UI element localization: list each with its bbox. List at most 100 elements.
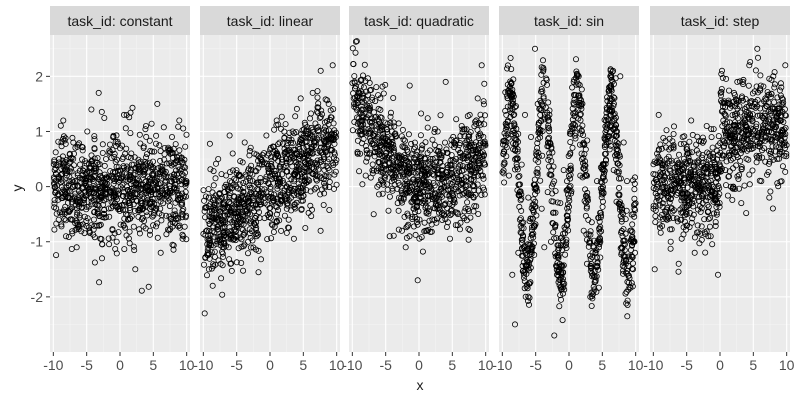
data-point [654,180,661,187]
data-point [351,73,358,80]
data-point [136,206,143,213]
data-point [302,134,309,141]
data-point [739,144,746,151]
data-point [378,178,385,185]
data-point [253,201,260,208]
data-point [157,249,164,256]
data-point [771,84,778,91]
data-point [174,189,181,196]
data-point [366,103,373,110]
data-point [696,203,703,210]
data-point [331,140,338,147]
data-point [461,208,468,215]
data-point [530,230,537,237]
data-point [285,216,292,223]
data-point [464,137,471,144]
data-point [726,149,733,156]
panel-strip-label: task_id: constant [67,13,172,29]
data-point [253,233,260,240]
data-point [467,129,474,136]
data-point [554,259,561,266]
data-point [596,241,603,248]
data-point [168,178,175,185]
data-point [208,265,215,272]
data-point [306,115,313,122]
data-point [414,176,421,183]
data-point [411,139,418,146]
data-point [577,141,584,148]
data-point [180,233,187,240]
data-point [290,155,297,162]
data-point [702,249,709,256]
data-point [390,95,397,102]
data-point [768,90,775,97]
data-point [51,184,58,191]
data-point [99,149,106,156]
data-point [620,139,627,146]
data-point [272,147,279,154]
data-point [302,121,309,128]
data-point [61,163,68,170]
data-point [200,230,207,237]
data-point [780,119,787,126]
data-point [546,125,553,132]
data-point [549,219,556,226]
data-point [271,126,278,133]
data-point [235,209,242,216]
data-point [504,131,511,138]
data-point [708,134,715,141]
data-point [205,237,212,244]
data-point [414,277,421,284]
data-point [356,168,363,175]
data-point [504,62,511,69]
data-point [82,192,89,199]
data-point [388,134,395,141]
data-point [584,137,591,144]
data-point [704,201,711,208]
data-point [564,205,571,212]
data-point [268,157,275,164]
data-point [267,144,274,151]
data-point [587,228,594,235]
data-point [671,172,678,179]
data-point [140,171,147,178]
data-point [459,191,466,198]
data-point [607,129,614,136]
data-point [307,202,314,209]
data-point [578,128,585,135]
data-point [320,126,327,133]
data-point [603,117,610,124]
data-point [63,233,70,240]
y-tick-label: -1 [31,234,44,250]
data-point [418,110,425,117]
data-point [164,192,171,199]
data-point [303,138,310,145]
data-point [753,121,760,128]
data-point [753,123,760,130]
data-point [513,132,520,139]
data-point [584,260,591,267]
data-point [94,222,101,229]
data-point [150,222,157,229]
data-point [278,156,285,163]
data-point [463,149,470,156]
data-point [84,128,91,135]
data-point [389,158,396,165]
data-point [510,127,517,134]
data-point [278,197,285,204]
data-point [687,167,694,174]
data-point [91,259,98,266]
data-point [761,120,768,127]
data-point [329,146,336,153]
data-point [515,249,522,256]
data-point [320,162,327,169]
data-point [359,99,366,106]
data-point [518,195,525,202]
data-point [252,226,259,233]
data-point [534,140,541,147]
data-point [420,167,427,174]
data-point [606,146,613,153]
data-point [767,135,774,142]
data-point [751,101,758,108]
data-point [603,109,610,116]
